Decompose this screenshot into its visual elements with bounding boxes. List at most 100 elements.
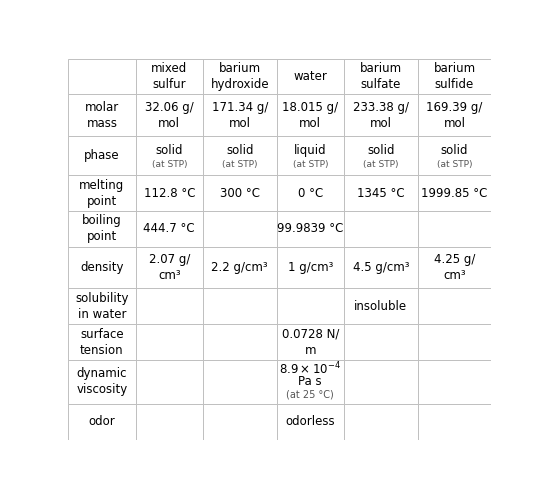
Bar (203, 404, 277, 440)
Bar (344, 94, 418, 136)
Bar (418, 136, 491, 175)
Text: 4.5 g/cm³: 4.5 g/cm³ (353, 261, 409, 274)
Text: Pa s: Pa s (299, 375, 322, 388)
Bar (68, 136, 135, 175)
Text: 32.06 g/
mol: 32.06 g/ mol (145, 100, 194, 129)
Text: 444.7 °C: 444.7 °C (144, 222, 195, 236)
Bar (277, 324, 344, 360)
Text: 99.9839 °C: 99.9839 °C (277, 222, 343, 236)
Text: 169.39 g/
mol: 169.39 g/ mol (426, 100, 483, 129)
Bar (277, 175, 344, 211)
Bar (418, 94, 491, 136)
Bar (68, 404, 135, 440)
Bar (418, 324, 491, 360)
Bar (68, 324, 135, 360)
Text: liquid: liquid (294, 144, 327, 157)
Text: 2.07 g/
cm³: 2.07 g/ cm³ (149, 253, 190, 282)
Text: barium
sulfate: barium sulfate (360, 62, 402, 91)
Text: solid: solid (367, 144, 395, 157)
Text: 2.2 g/cm³: 2.2 g/cm³ (211, 261, 268, 274)
Text: $8.9\times10^{-4}$: $8.9\times10^{-4}$ (280, 361, 341, 377)
Bar (277, 288, 344, 324)
Bar (344, 136, 418, 175)
Text: 1 g/cm³: 1 g/cm³ (288, 261, 333, 274)
Bar (135, 360, 203, 404)
Text: (at STP): (at STP) (363, 160, 399, 168)
Bar (418, 247, 491, 288)
Bar (418, 175, 491, 211)
Bar (68, 360, 135, 404)
Bar (418, 211, 491, 247)
Text: solid: solid (156, 144, 183, 157)
Bar (277, 247, 344, 288)
Text: water: water (293, 70, 327, 83)
Bar (68, 59, 135, 94)
Text: density: density (80, 261, 124, 274)
Text: molar
mass: molar mass (85, 100, 119, 129)
Text: 300 °C: 300 °C (220, 187, 260, 200)
Bar (344, 404, 418, 440)
Text: surface
tension: surface tension (80, 328, 124, 357)
Bar (203, 211, 277, 247)
Text: 18.015 g/
mol: 18.015 g/ mol (282, 100, 339, 129)
Bar (135, 59, 203, 94)
Bar (203, 94, 277, 136)
Bar (277, 360, 344, 404)
Text: solubility
in water: solubility in water (75, 292, 129, 321)
Bar (135, 94, 203, 136)
Bar (68, 94, 135, 136)
Bar (203, 360, 277, 404)
Bar (277, 94, 344, 136)
Text: dynamic
viscosity: dynamic viscosity (76, 368, 128, 397)
Text: (at STP): (at STP) (151, 160, 187, 168)
Text: solid: solid (441, 144, 468, 157)
Bar (344, 247, 418, 288)
Bar (203, 324, 277, 360)
Bar (68, 211, 135, 247)
Bar (344, 288, 418, 324)
Bar (68, 175, 135, 211)
Bar (203, 175, 277, 211)
Bar (135, 288, 203, 324)
Text: 0.0728 N/
m: 0.0728 N/ m (282, 328, 339, 357)
Text: 0 °C: 0 °C (298, 187, 323, 200)
Bar (68, 288, 135, 324)
Text: 4.25 g/
cm³: 4.25 g/ cm³ (434, 253, 475, 282)
Bar (277, 211, 344, 247)
Text: (at STP): (at STP) (437, 160, 472, 168)
Bar (135, 211, 203, 247)
Text: insoluble: insoluble (354, 300, 407, 313)
Text: boiling
point: boiling point (82, 214, 122, 244)
Bar (68, 247, 135, 288)
Text: (at 25 °C): (at 25 °C) (287, 389, 334, 399)
Bar (135, 324, 203, 360)
Bar (418, 360, 491, 404)
Bar (418, 59, 491, 94)
Bar (418, 404, 491, 440)
Bar (203, 288, 277, 324)
Text: mixed
sulfur: mixed sulfur (151, 62, 187, 91)
Text: (at STP): (at STP) (293, 160, 328, 168)
Bar (135, 136, 203, 175)
Bar (135, 404, 203, 440)
Text: phase: phase (84, 149, 120, 162)
Bar (135, 175, 203, 211)
Text: barium
sulfide: barium sulfide (434, 62, 476, 91)
Bar (344, 360, 418, 404)
Text: barium
hydroxide: barium hydroxide (210, 62, 269, 91)
Text: (at STP): (at STP) (222, 160, 258, 168)
Text: odorless: odorless (286, 415, 335, 428)
Bar (277, 59, 344, 94)
Bar (277, 404, 344, 440)
Bar (344, 175, 418, 211)
Text: solid: solid (226, 144, 253, 157)
Bar (135, 247, 203, 288)
Bar (344, 59, 418, 94)
Bar (344, 211, 418, 247)
Text: 171.34 g/
mol: 171.34 g/ mol (212, 100, 268, 129)
Text: 112.8 °C: 112.8 °C (144, 187, 195, 200)
Text: melting
point: melting point (79, 178, 124, 207)
Bar (203, 247, 277, 288)
Bar (203, 136, 277, 175)
Bar (277, 136, 344, 175)
